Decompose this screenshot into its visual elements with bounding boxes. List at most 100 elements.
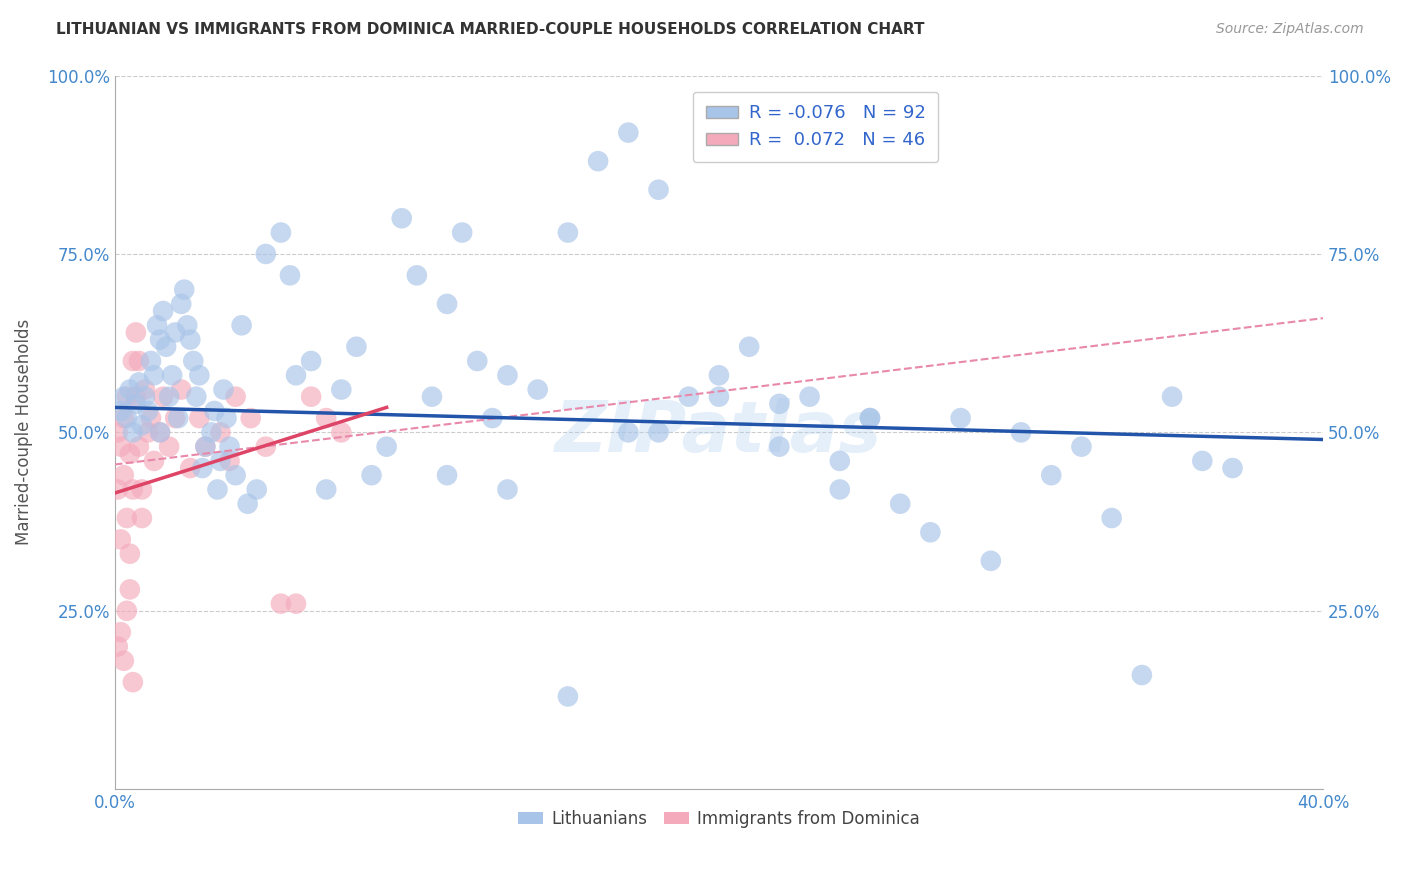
Point xyxy=(115,604,138,618)
Point xyxy=(122,675,145,690)
Point xyxy=(647,425,669,440)
Point xyxy=(115,390,138,404)
Point xyxy=(112,468,135,483)
Point xyxy=(125,397,148,411)
Point xyxy=(134,383,156,397)
Point xyxy=(315,411,337,425)
Point xyxy=(186,390,208,404)
Point xyxy=(707,368,730,383)
Point xyxy=(617,425,640,440)
Point xyxy=(617,126,640,140)
Point xyxy=(155,340,177,354)
Point xyxy=(112,411,135,425)
Point xyxy=(110,625,132,640)
Point xyxy=(134,390,156,404)
Point xyxy=(136,404,159,418)
Legend: Lithuanians, Immigrants from Dominica: Lithuanians, Immigrants from Dominica xyxy=(512,803,927,834)
Point xyxy=(270,226,292,240)
Point xyxy=(118,547,141,561)
Point xyxy=(586,154,609,169)
Point xyxy=(176,318,198,333)
Point xyxy=(170,297,193,311)
Point xyxy=(889,497,911,511)
Point xyxy=(828,483,851,497)
Point xyxy=(110,533,132,547)
Point xyxy=(136,425,159,440)
Point xyxy=(285,597,308,611)
Point xyxy=(557,226,579,240)
Point xyxy=(122,483,145,497)
Point xyxy=(375,440,398,454)
Point xyxy=(149,425,172,440)
Point xyxy=(225,468,247,483)
Point xyxy=(118,582,141,597)
Point xyxy=(139,354,162,368)
Point xyxy=(980,554,1002,568)
Point xyxy=(110,404,132,418)
Point xyxy=(557,690,579,704)
Point xyxy=(181,354,204,368)
Point xyxy=(131,511,153,525)
Point xyxy=(167,411,190,425)
Point xyxy=(315,483,337,497)
Point xyxy=(179,461,201,475)
Point xyxy=(859,411,882,425)
Point xyxy=(278,268,301,283)
Point xyxy=(678,390,700,404)
Y-axis label: Married-couple Households: Married-couple Households xyxy=(15,319,32,546)
Point xyxy=(128,376,150,390)
Point xyxy=(165,411,187,425)
Text: LITHUANIAN VS IMMIGRANTS FROM DOMINICA MARRIED-COUPLE HOUSEHOLDS CORRELATION CHA: LITHUANIAN VS IMMIGRANTS FROM DOMINICA M… xyxy=(56,22,925,37)
Point xyxy=(212,383,235,397)
Point xyxy=(170,383,193,397)
Point xyxy=(194,440,217,454)
Point xyxy=(254,440,277,454)
Point xyxy=(1191,454,1213,468)
Point xyxy=(451,226,474,240)
Point xyxy=(920,525,942,540)
Point xyxy=(1040,468,1063,483)
Point xyxy=(200,425,222,440)
Point xyxy=(647,183,669,197)
Point xyxy=(152,390,174,404)
Point xyxy=(799,390,821,404)
Point xyxy=(436,297,458,311)
Point xyxy=(107,483,129,497)
Point xyxy=(391,211,413,226)
Point xyxy=(204,404,226,418)
Point xyxy=(179,333,201,347)
Point xyxy=(115,511,138,525)
Point xyxy=(420,390,443,404)
Point xyxy=(225,390,247,404)
Point xyxy=(299,390,322,404)
Point xyxy=(107,640,129,654)
Point xyxy=(254,247,277,261)
Point xyxy=(128,440,150,454)
Point xyxy=(496,368,519,383)
Point xyxy=(270,597,292,611)
Point xyxy=(209,425,232,440)
Point xyxy=(465,354,488,368)
Point xyxy=(236,497,259,511)
Point xyxy=(1161,390,1184,404)
Point xyxy=(115,411,138,425)
Point xyxy=(768,440,790,454)
Text: ZIPatlas: ZIPatlas xyxy=(555,398,883,467)
Point xyxy=(188,368,211,383)
Point xyxy=(1101,511,1123,525)
Point xyxy=(157,390,180,404)
Point xyxy=(149,333,172,347)
Point xyxy=(1222,461,1244,475)
Point xyxy=(188,411,211,425)
Point xyxy=(165,326,187,340)
Point xyxy=(436,468,458,483)
Point xyxy=(194,440,217,454)
Point xyxy=(152,304,174,318)
Point xyxy=(112,390,135,404)
Point xyxy=(330,383,353,397)
Point xyxy=(299,354,322,368)
Point xyxy=(949,411,972,425)
Text: Source: ZipAtlas.com: Source: ZipAtlas.com xyxy=(1216,22,1364,37)
Point xyxy=(118,383,141,397)
Point xyxy=(128,354,150,368)
